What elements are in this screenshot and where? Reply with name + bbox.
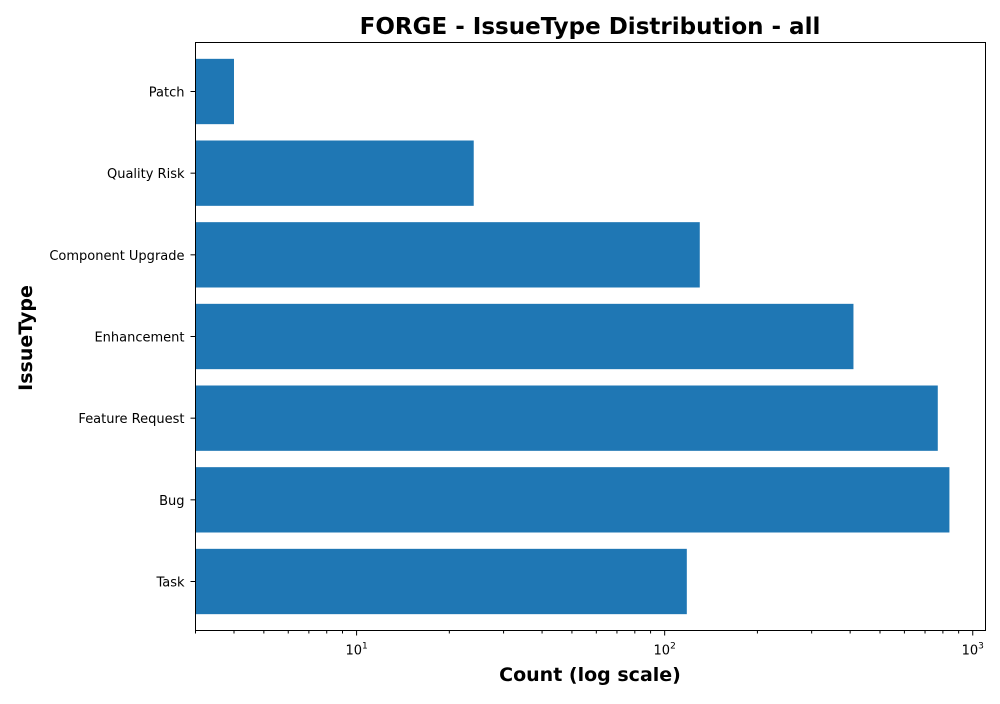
y-tick-label: Patch (149, 86, 185, 101)
bar-component-upgrade (195, 222, 700, 288)
y-tick-label: Bug (159, 494, 184, 509)
x-axis-label: Count (log scale) (499, 664, 681, 686)
y-tick-label: Task (155, 576, 185, 591)
bar-enhancement (195, 303, 854, 370)
bar-bug (195, 467, 950, 533)
x-tick-label: 102 (654, 642, 676, 659)
y-tick-label: Feature Request (78, 412, 184, 427)
bars-layer (195, 58, 950, 615)
x-axis-ticks: 101 102 103 (195, 630, 984, 659)
y-axis-label: IssueType (15, 285, 37, 391)
bar-feature-request (195, 385, 938, 451)
x-tick-label: 103 (962, 642, 984, 659)
y-axis-ticks: Patch Quality Risk Component Upgrade Enhanc… (49, 86, 196, 591)
y-tick-label: Component Upgrade (49, 249, 184, 264)
y-tick-label: Enhancement (94, 331, 184, 346)
y-tick-label: Quality Risk (107, 167, 185, 182)
plot-frame (195, 42, 986, 631)
bar-quality-risk (195, 140, 474, 206)
bar-patch (195, 58, 234, 125)
x-tick-label: 101 (345, 642, 367, 659)
chart-title: FORGE - IssueType Distribution - all (360, 14, 821, 40)
bar-task (195, 548, 687, 615)
